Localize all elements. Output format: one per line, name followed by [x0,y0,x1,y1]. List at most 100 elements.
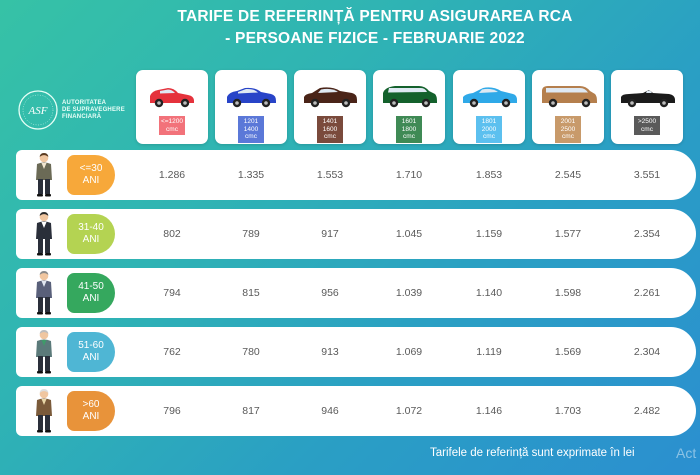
table-row: <=30 ANI 1.286 1.335 1.553 1.710 1.853 2.545 3.5… [16,150,696,200]
man-in-suit-icon [30,211,58,257]
age-range: 41-50 [78,281,104,292]
tariff-cell: 762 [163,346,181,358]
tariff-cell: 956 [321,287,339,299]
engine-class-card: >2500 cmc [611,70,683,144]
age-range: <=30 [79,163,103,174]
table-row: 41-50 ANI 794 815 956 1.039 1.140 1.598 2.261 [16,268,696,318]
age-range: 31-40 [78,222,104,233]
asf-emblem-icon: ASF [18,90,58,130]
middle-aged-man-icon [30,270,58,316]
tariff-cell: 789 [242,228,260,240]
age-range: 51-60 [78,340,104,351]
engine-class-range: 1400 [243,125,259,133]
engine-class-range: 1201 [243,118,259,125]
engine-class-range: 1600 [322,125,338,133]
tariff-cell: 817 [242,405,260,417]
age-range: >60 [82,399,100,410]
table-row: >60 ANI 796 817 946 1.072 1.146 1.703 2.482 [16,386,696,436]
engine-class-unit: cmc [483,133,495,140]
tariff-cell: 1.039 [395,287,423,299]
logo-line-2: DE SUPRAVEGHERE [62,107,125,113]
age-badge: 51-60 ANI [67,332,115,372]
tariff-cell: 3.551 [633,169,661,181]
age-badge: 31-40 ANI [67,214,115,254]
tariff-cell: 794 [163,287,181,299]
tariff-cell: 1.853 [475,169,503,181]
engine-class-unit: cmc [324,133,336,140]
young-man-icon [30,152,58,198]
engine-class-unit: cmc [245,133,257,140]
older-man-icon [30,329,58,375]
asf-logo: ASF AUTORITATEA DE SUPRAVEGHERE FINANCIA… [16,88,136,138]
age-unit: ANI [82,175,100,186]
tariff-cell: 1.710 [395,169,423,181]
tariff-cell: 1.553 [316,169,344,181]
tariff-cell: 1.577 [554,228,582,240]
engine-class-range: 1601 [401,118,417,125]
tariff-cell: 1.069 [395,346,423,358]
age-badge: >60 ANI [67,391,115,431]
tariff-cell: 780 [242,346,260,358]
table-row: 31-40 ANI 802 789 917 1.045 1.159 1.577 2.354 [16,209,696,259]
engine-class-card: 2001 2500 cmc [532,70,604,144]
logo-line-3: FINANCIARĂ [62,114,102,120]
engine-class-label: 1601 1800 cmc [396,116,422,143]
engine-class-label: 1401 1600 cmc [317,116,343,143]
tariff-cell: 2.261 [633,287,661,299]
tariff-cell: 1.598 [554,287,582,299]
engine-class-unit: cmc [562,133,574,140]
tariff-cell: 1.569 [554,346,582,358]
age-unit: ANI [82,293,100,304]
engine-class-card: 1801 2000 cmc [453,70,525,144]
tariff-cell: 796 [163,405,181,417]
age-unit: ANI [82,234,100,245]
watermark: Act [676,445,697,461]
page-title: TARIFE DE REFERINȚĂ PENTRU ASIGURAREA RC… [150,6,600,50]
tariff-cell: 917 [321,228,339,240]
tariff-cell: 1.119 [476,346,502,358]
tariff-cell: 802 [163,228,181,240]
engine-class-unit: cmc [641,125,653,133]
tariff-cell: 2.482 [633,405,661,417]
tariff-cell: 2.354 [633,228,661,240]
elderly-man-icon [30,388,58,434]
tariff-cell: 1.286 [158,169,186,181]
footer-note: Tarifele de referință sunt exprimate în … [430,447,635,459]
age-unit: ANI [82,411,100,422]
engine-class-label: 2001 2500 cmc [555,116,581,143]
engine-class-unit: cmc [403,133,415,140]
engine-class-label: <=1200 cmc [159,116,185,135]
engine-class-card: 1401 1600 cmc [294,70,366,144]
tariff-cell: 1.703 [554,405,582,417]
tariff-cell: 1.140 [475,287,503,299]
engine-class-card: 1601 1800 cmc [373,70,445,144]
logo-line-1: AUTORITATEA [62,100,107,106]
tariff-cell: 913 [321,346,339,358]
engine-class-unit: cmc [166,125,178,133]
engine-class-range: 2001 [560,118,576,125]
tariff-cell: 1.045 [395,228,423,240]
age-badge: <=30 ANI [67,155,115,195]
tariff-cell: 2.545 [554,169,582,181]
table-row: 51-60 ANI 762 780 913 1.069 1.119 1.569 2.304 [16,327,696,377]
engine-class-range: 1801 [481,118,497,125]
title-line-1: TARIFE DE REFERINȚĂ PENTRU ASIGURAREA RC… [177,8,573,25]
tariff-cell: 1.335 [237,169,265,181]
tariff-cell: 946 [321,405,339,417]
logo-text: AUTORITATEA DE SUPRAVEGHERE FINANCIARĂ [62,100,125,121]
engine-class-label: 1801 2000 cmc [476,116,502,143]
engine-class-card: <=1200 cmc [136,70,208,144]
tariff-cell: 815 [242,287,260,299]
engine-class-range: 1800 [401,125,417,133]
engine-class-range: 2500 [560,125,576,133]
engine-class-range: >2500 [637,118,657,125]
engine-class-range: 2000 [481,125,497,133]
tariff-cell: 1.072 [395,405,423,417]
tariff-cell: 1.159 [475,228,503,240]
tariff-cell: 2.304 [633,346,661,358]
engine-class-range: <=1200 [160,118,184,125]
engine-class-label: 1201 1400 cmc [238,116,264,143]
engine-class-card: 1201 1400 cmc [215,70,287,144]
title-line-2: - PERSOANE FIZICE - FEBRUARIE 2022 [225,30,525,47]
engine-class-range: 1401 [322,118,338,125]
